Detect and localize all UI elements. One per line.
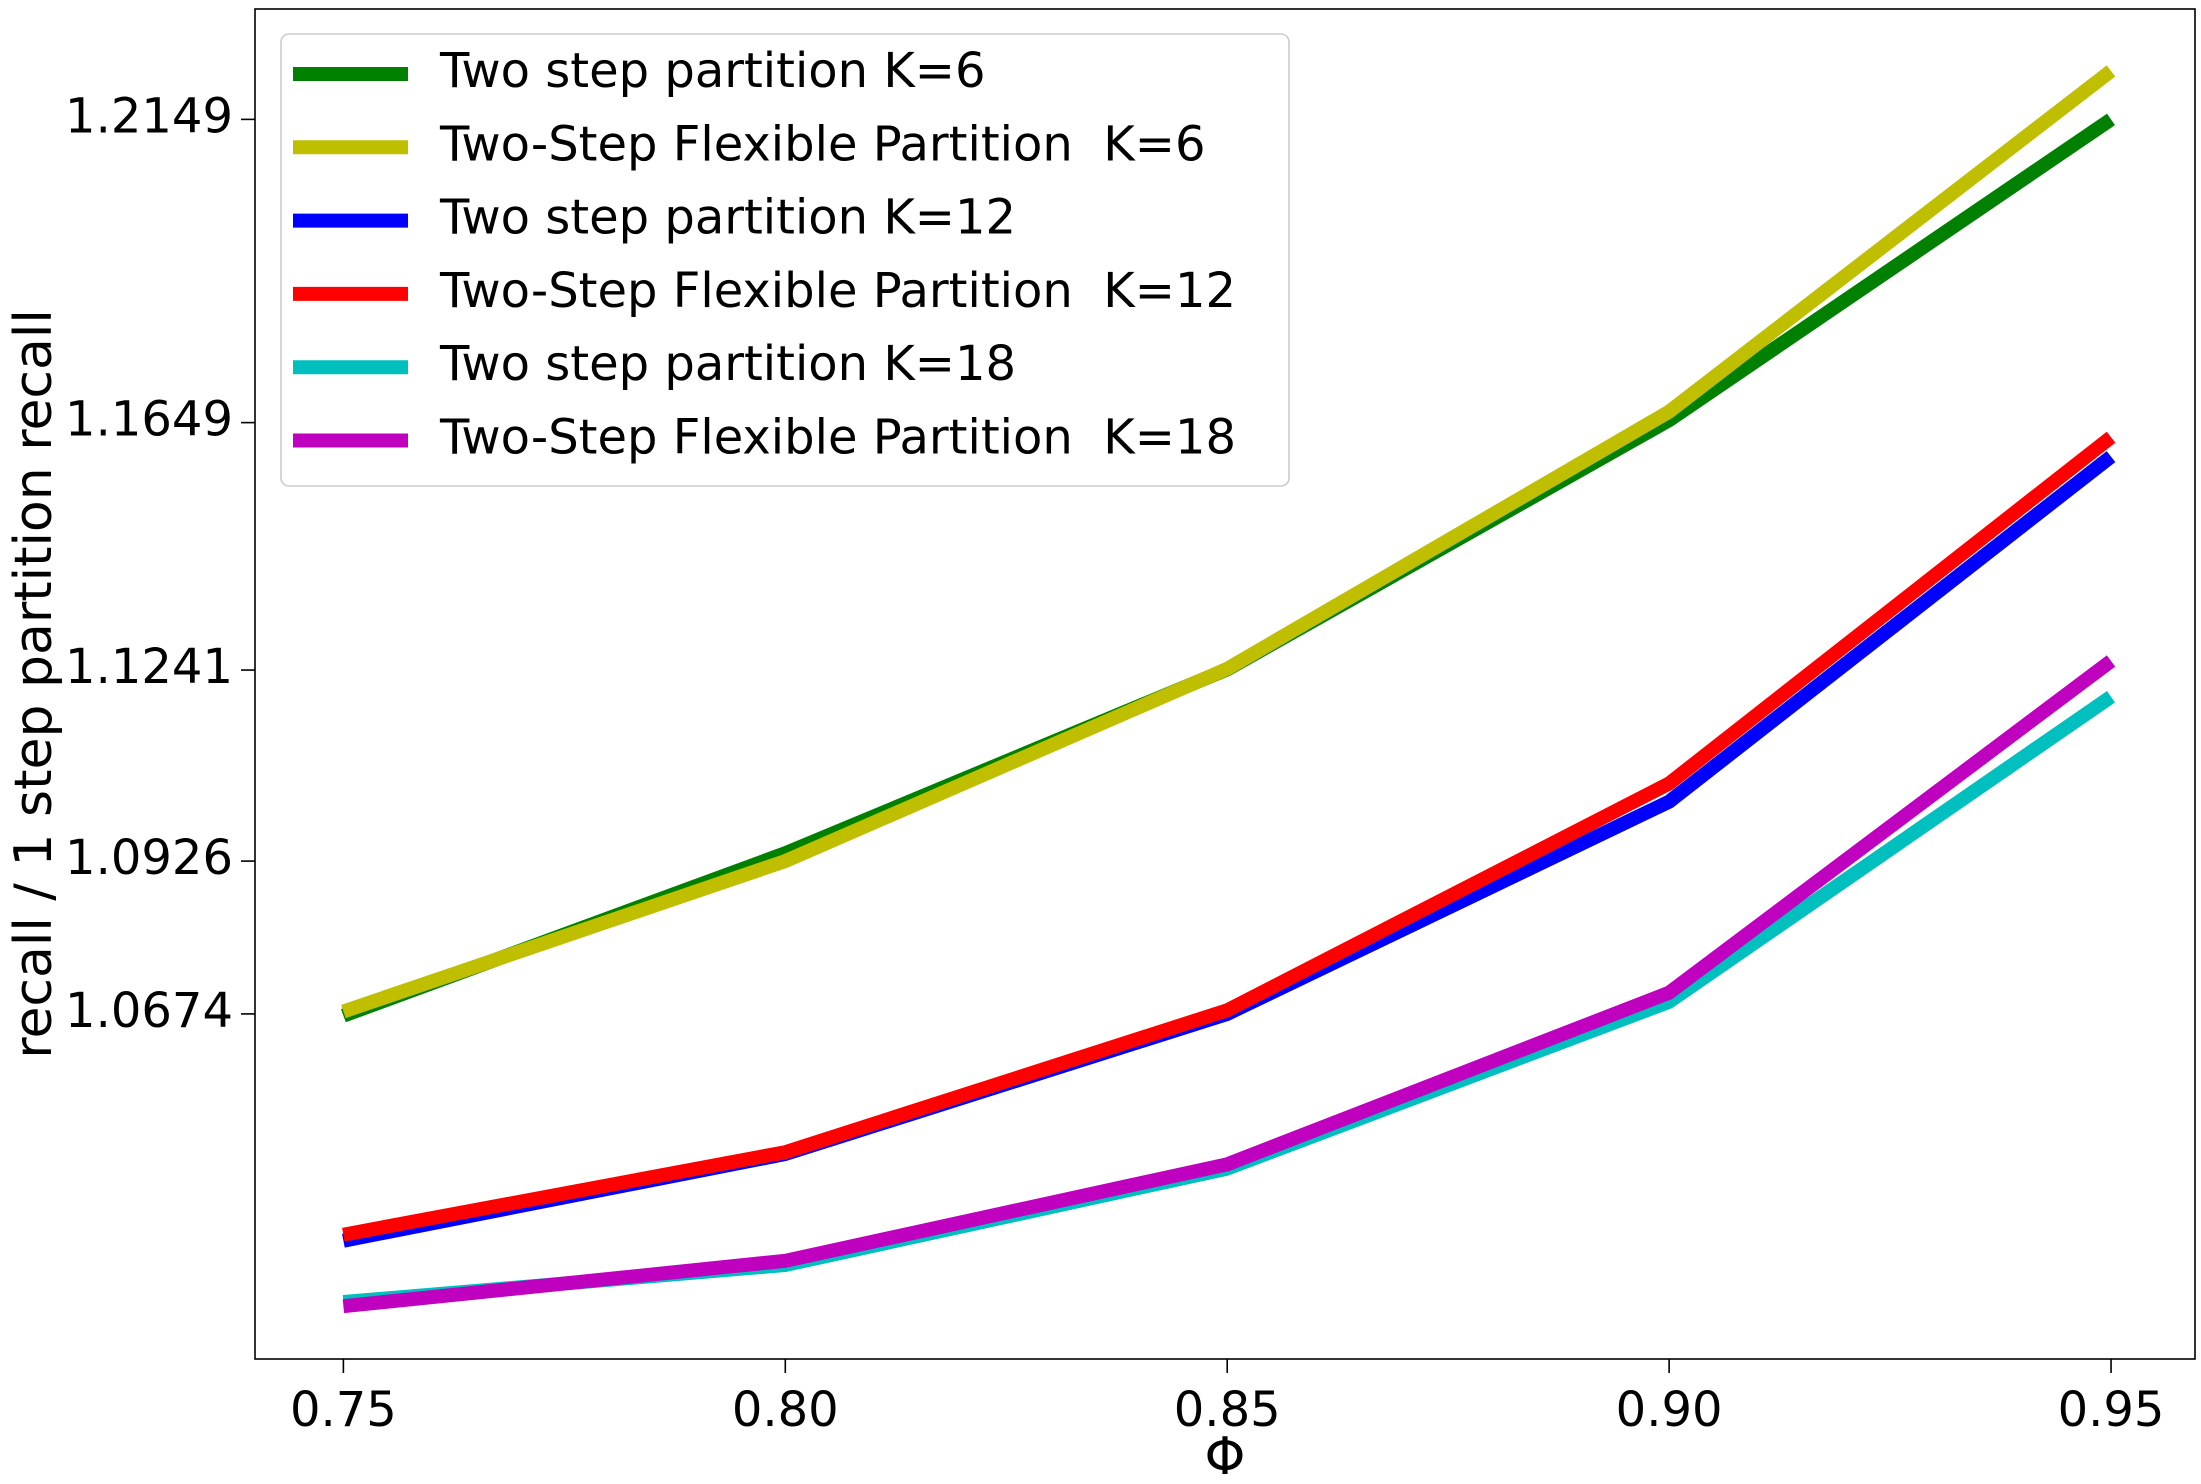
legend-label-two-step-flexible-partition-k-6: Two-Step Flexible Partition K=6	[439, 116, 1206, 172]
x-axis: 0.75 0.80 0.85 0.90 0.95	[290, 1359, 2165, 1438]
y-tick-label: 1.0926	[65, 830, 233, 886]
x-tick-label: 0.75	[290, 1382, 397, 1438]
legend-box	[280, 33, 1290, 487]
y-axis: 1.0674 1.0926 1.1241 1.1649 1.2149	[65, 88, 255, 1039]
legend-label-two-step-flexible-partition-k-18: Two-Step Flexible Partition K=18	[439, 410, 1236, 466]
x-tick-label: 0.95	[2058, 1382, 2165, 1438]
series-line-two-step-flexible-partition-k-6	[341, 65, 2116, 1019]
legend-label-two-step-partition-k-12: Two step partition K=12	[439, 190, 1016, 246]
series-line-two-step-flexible-partition-k-12	[342, 431, 2116, 1242]
legend-label-two-step-flexible-partition-k-12: Two-Step Flexible Partition K=12	[439, 263, 1236, 319]
y-tick-label: 1.2149	[65, 88, 233, 144]
x-axis-label: Φ	[1205, 1427, 1246, 1484]
legend: Two step partition K=6 Two-Step Flexible …	[280, 33, 1290, 487]
legend-label-two-step-partition-k-6: Two step partition K=6	[439, 43, 986, 99]
x-tick-label: 0.90	[1616, 1382, 1723, 1438]
plot-frame	[254, 8, 2196, 1360]
y-axis-label: recall / 1 step partition recall	[4, 309, 64, 1059]
series-layer	[340, 65, 2116, 1314]
y-tick-label: 1.1241	[65, 639, 233, 695]
x-tick-label: 0.85	[1174, 1382, 1281, 1438]
x-tick-label: 0.80	[732, 1382, 839, 1438]
series-line-two-step-flexible-partition-k-18	[342, 655, 2116, 1314]
y-tick-label: 1.0674	[65, 983, 233, 1039]
legend-label-two-step-partition-k-18: Two step partition K=18	[439, 336, 1016, 392]
y-tick-label: 1.1649	[65, 392, 233, 448]
